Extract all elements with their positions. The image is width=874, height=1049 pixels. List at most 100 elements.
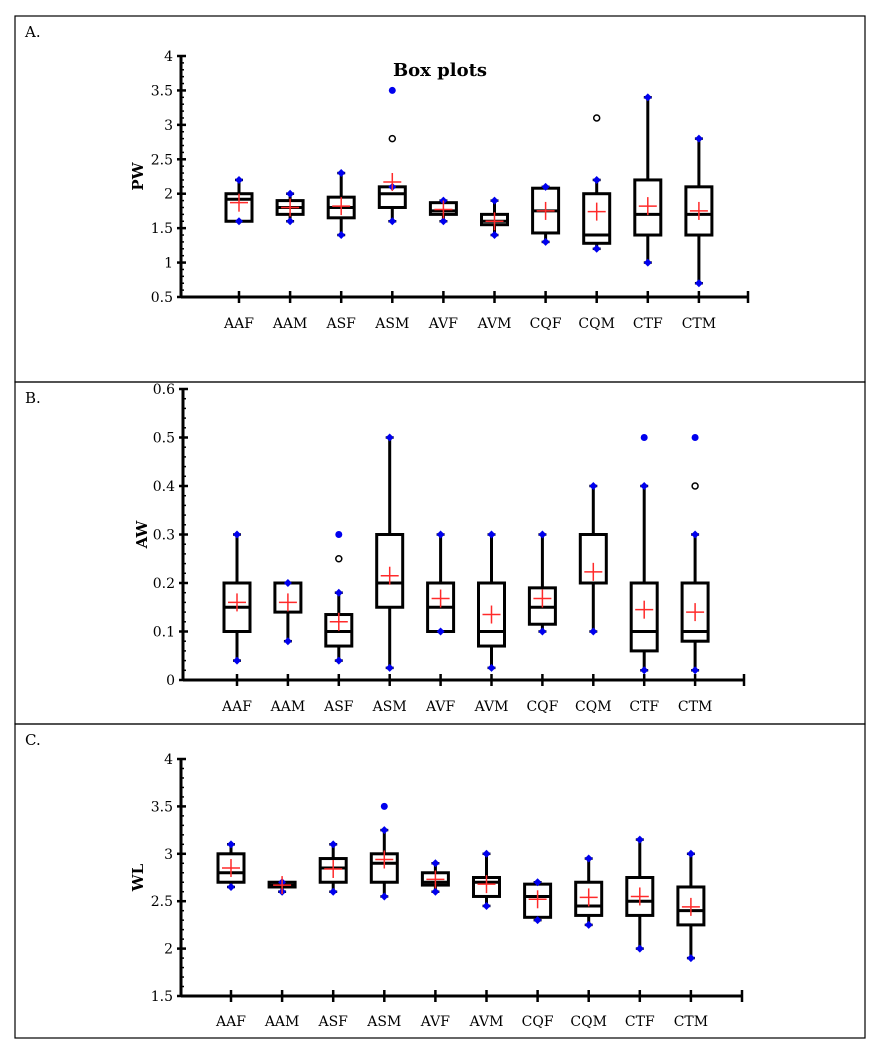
extreme-point (388, 86, 396, 94)
min-max-marker (283, 579, 292, 587)
box-avf (420, 859, 450, 896)
min-max-marker (691, 530, 700, 539)
y-tick-label: 0 (166, 673, 175, 689)
min-max-marker (538, 530, 547, 539)
min-max-marker (436, 627, 445, 636)
y-tick-label: 0.4 (153, 479, 175, 495)
x-tick-label: AVF (428, 316, 459, 332)
min-max-marker (533, 878, 542, 887)
x-tick-label: AVF (420, 1014, 451, 1030)
min-max-marker (635, 944, 644, 953)
y-tick-label: 0.5 (151, 290, 173, 306)
min-max-marker (592, 175, 601, 184)
box-asf (326, 169, 356, 240)
y-tick-label: 1.5 (151, 221, 173, 237)
min-max-marker (538, 627, 547, 636)
extreme-point (640, 434, 648, 441)
panel-a: A. 0.5 1 1.5 2 2.5 3 3.5 4 PW AAF AAM ASF ASM AVF AVM CQ… (14, 15, 866, 383)
box-asf (318, 840, 348, 896)
min-max-marker (431, 887, 440, 896)
min-max-marker (380, 826, 389, 835)
min-max-marker (686, 954, 695, 963)
box-ctm (684, 134, 714, 288)
box-ctf (633, 93, 663, 267)
min-max-marker (385, 433, 394, 442)
box-cqf (527, 530, 557, 636)
x-tick-label: AAM (264, 1014, 300, 1030)
y-tick-label: 2.5 (151, 152, 173, 168)
panel-label: B. (25, 389, 41, 407)
x-tick-label: AVM (474, 699, 509, 715)
outlier-point (335, 555, 343, 563)
box-ctm (676, 849, 706, 963)
min-max-marker (334, 588, 343, 597)
box-cqm (582, 114, 612, 253)
min-max-marker (694, 134, 703, 143)
panel-c: C. 1.5 2 2.5 3 3.5 4 WL AAF AAM ASF ASM AVF AVM CQF CQM… (14, 723, 866, 1039)
x-tick-label: CTF (629, 699, 659, 715)
box-ctf (625, 835, 655, 953)
box-asf (324, 531, 354, 665)
min-max-marker (490, 196, 499, 205)
min-max-marker (640, 666, 649, 675)
min-max-marker (640, 482, 649, 490)
box-cqf (523, 878, 553, 925)
y-tick-label: 3.5 (151, 83, 173, 99)
y-tick-label: 2.5 (151, 894, 173, 910)
y-tick-label: 4 (164, 49, 173, 65)
min-max-marker (541, 237, 550, 246)
y-axis-title: WL (129, 863, 147, 892)
min-max-marker (643, 258, 652, 267)
extreme-point (691, 434, 699, 441)
min-max-marker (334, 656, 343, 665)
x-tick-label: ASF (323, 699, 354, 715)
x-tick-label: AVF (425, 699, 456, 715)
min-max-marker (487, 530, 496, 539)
y-tick-label: 1.5 (151, 989, 173, 1005)
box-aaf (216, 840, 246, 891)
min-max-marker (439, 217, 448, 226)
x-tick-label: CQF (522, 1014, 554, 1030)
box-cqm (578, 482, 608, 636)
min-max-marker (436, 530, 445, 539)
min-max-marker (283, 637, 292, 646)
y-tick-label: 0.5 (153, 431, 175, 447)
x-tick-label: CQF (526, 699, 558, 715)
y-tick-label: 1 (164, 256, 173, 272)
min-max-marker (337, 169, 346, 178)
x-tick-label: CQM (578, 316, 615, 332)
min-max-marker (233, 530, 241, 539)
y-tick-label: 0.1 (153, 625, 175, 641)
x-tick-label: ASM (372, 699, 407, 715)
min-max-marker (482, 849, 491, 858)
y-tick-label: 0.3 (153, 528, 175, 544)
x-tick-label: CTM (674, 1014, 708, 1030)
outlier-point (388, 134, 397, 143)
x-tick-label: CTM (678, 699, 712, 715)
x-tick-label: CTF (633, 316, 663, 332)
y-tick-label: 2 (164, 942, 173, 958)
min-max-marker (227, 882, 235, 891)
panel-label: A. (24, 23, 41, 41)
box-avm (477, 530, 506, 672)
min-max-marker (227, 840, 235, 849)
box-avm (472, 849, 501, 910)
x-tick-label: AVM (469, 1014, 504, 1030)
min-max-marker (380, 892, 389, 901)
x-tick-label: CQM (570, 1014, 607, 1030)
box-cqf (531, 182, 561, 246)
min-max-marker (589, 627, 598, 636)
min-max-marker (337, 231, 346, 240)
x-tick-label: ASF (317, 1014, 348, 1030)
panel-label: C. (25, 731, 41, 749)
box-asm (377, 86, 407, 226)
min-max-marker (643, 93, 652, 102)
extreme-point (335, 531, 343, 538)
min-max-marker (286, 189, 295, 198)
box-aam (275, 189, 305, 226)
x-tick-label: AAF (221, 699, 252, 715)
min-max-marker (235, 217, 243, 226)
y-tick-label: 4 (164, 752, 173, 768)
min-max-marker (487, 663, 496, 672)
